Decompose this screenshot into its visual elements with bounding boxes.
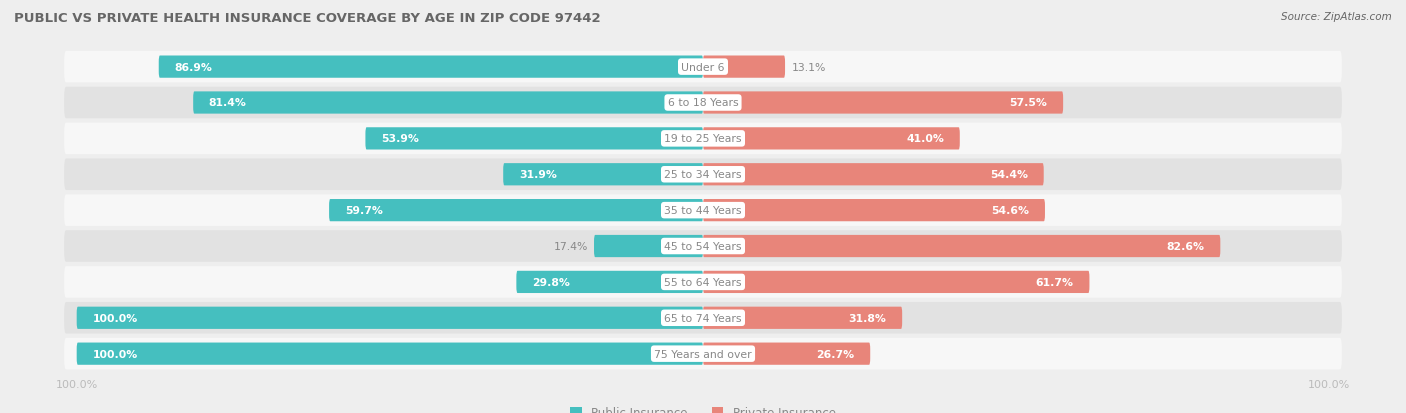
Text: 82.6%: 82.6% [1167,242,1205,252]
FancyBboxPatch shape [65,266,1341,298]
FancyBboxPatch shape [703,235,1220,258]
FancyBboxPatch shape [65,302,1341,334]
Text: 81.4%: 81.4% [209,98,246,108]
Text: 19 to 25 Years: 19 to 25 Years [664,134,742,144]
FancyBboxPatch shape [703,307,903,329]
FancyBboxPatch shape [703,92,1063,114]
Text: Under 6: Under 6 [682,62,724,72]
Text: 61.7%: 61.7% [1036,277,1074,287]
FancyBboxPatch shape [516,271,703,293]
FancyBboxPatch shape [703,199,1045,222]
Text: 100.0%: 100.0% [93,349,138,359]
FancyBboxPatch shape [65,52,1341,83]
FancyBboxPatch shape [77,307,703,329]
Text: 6 to 18 Years: 6 to 18 Years [668,98,738,108]
Text: 57.5%: 57.5% [1010,98,1047,108]
Legend: Public Insurance, Private Insurance: Public Insurance, Private Insurance [565,401,841,413]
FancyBboxPatch shape [593,235,703,258]
Text: 45 to 54 Years: 45 to 54 Years [664,242,742,252]
Text: 55 to 64 Years: 55 to 64 Years [664,277,742,287]
Text: 53.9%: 53.9% [381,134,419,144]
FancyBboxPatch shape [159,56,703,78]
FancyBboxPatch shape [65,338,1341,370]
Text: 75 Years and over: 75 Years and over [654,349,752,359]
Text: 54.4%: 54.4% [990,170,1028,180]
Text: 17.4%: 17.4% [554,242,588,252]
FancyBboxPatch shape [193,92,703,114]
FancyBboxPatch shape [65,231,1341,262]
Text: 100.0%: 100.0% [93,313,138,323]
Text: 31.8%: 31.8% [849,313,887,323]
FancyBboxPatch shape [65,123,1341,155]
Text: 26.7%: 26.7% [817,349,855,359]
FancyBboxPatch shape [703,56,785,78]
Text: Source: ZipAtlas.com: Source: ZipAtlas.com [1281,12,1392,22]
Text: 35 to 44 Years: 35 to 44 Years [664,206,742,216]
FancyBboxPatch shape [65,88,1341,119]
FancyBboxPatch shape [503,164,703,186]
Text: 59.7%: 59.7% [344,206,382,216]
FancyBboxPatch shape [65,159,1341,190]
Text: 65 to 74 Years: 65 to 74 Years [664,313,742,323]
FancyBboxPatch shape [329,199,703,222]
Text: 31.9%: 31.9% [519,170,557,180]
Text: 41.0%: 41.0% [907,134,945,144]
FancyBboxPatch shape [703,271,1090,293]
Text: 13.1%: 13.1% [792,62,825,72]
FancyBboxPatch shape [703,343,870,365]
FancyBboxPatch shape [703,164,1043,186]
FancyBboxPatch shape [77,343,703,365]
FancyBboxPatch shape [65,195,1341,226]
Text: 86.9%: 86.9% [174,62,212,72]
FancyBboxPatch shape [366,128,703,150]
Text: 54.6%: 54.6% [991,206,1029,216]
FancyBboxPatch shape [703,128,960,150]
Text: 25 to 34 Years: 25 to 34 Years [664,170,742,180]
Text: PUBLIC VS PRIVATE HEALTH INSURANCE COVERAGE BY AGE IN ZIP CODE 97442: PUBLIC VS PRIVATE HEALTH INSURANCE COVER… [14,12,600,25]
Text: 29.8%: 29.8% [531,277,569,287]
